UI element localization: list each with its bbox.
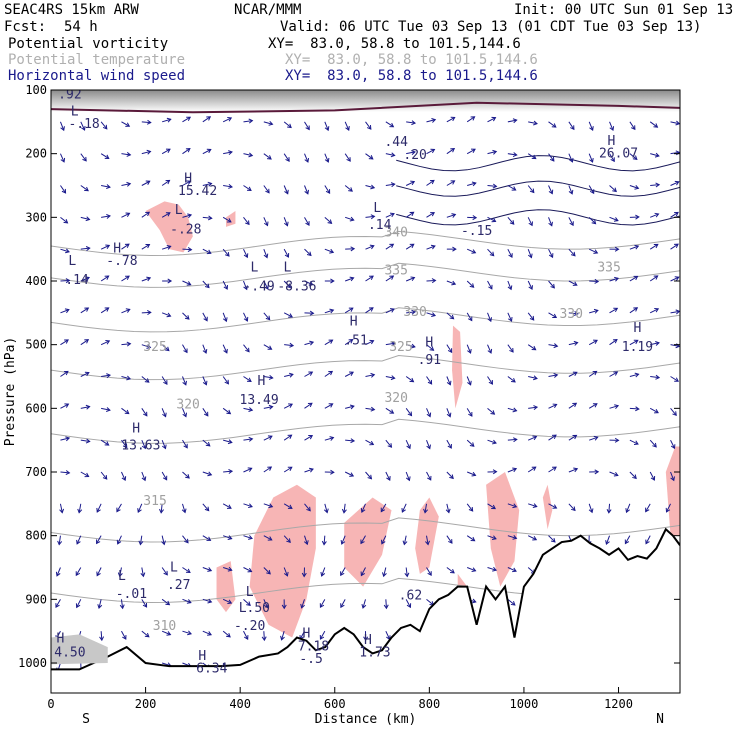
x-tick-label: 600 (324, 697, 346, 711)
pv-shaded-region (226, 211, 235, 227)
y-tick-label: 500 (25, 338, 47, 352)
pv-extremum-label: L (68, 254, 76, 269)
pv-extremum-label: L (175, 203, 183, 218)
theta-contour (51, 263, 680, 287)
y-tick-label: 100 (25, 83, 47, 97)
theta-label: 325 (389, 340, 412, 355)
pv-extremum-label: -.28 (170, 222, 201, 237)
x-tick-label: 800 (419, 697, 441, 711)
y-axis-label: Pressure (hPa) (3, 337, 18, 447)
y-tick-label: 600 (25, 401, 47, 415)
pv-extremum-label: L (246, 585, 254, 600)
theta-label: 315 (143, 494, 166, 509)
y-tick-label: 700 (25, 465, 47, 479)
pv-extremum-label: -8.36 (277, 280, 316, 295)
theta-contour (51, 308, 680, 332)
x-tick-label: 0 (47, 697, 54, 711)
pv-extremum-label: .91 (418, 353, 441, 368)
theta-label: 320 (176, 397, 199, 412)
pv-shaded-region (452, 326, 462, 409)
pv-extremum-label: .27 (167, 578, 190, 593)
pv-extremum-label: 15.42 (178, 184, 217, 199)
x-axis-label: Distance (km) (315, 712, 417, 727)
pv-extremum-label: 13.49 (240, 393, 279, 408)
y-tick-label: 400 (25, 274, 47, 288)
y-tick-label: 300 (25, 210, 47, 224)
x-tick-label: 1200 (604, 697, 633, 711)
pv-extremum-label: -.78 (106, 254, 137, 269)
pv-extremum-label: 4.50 (54, 646, 85, 661)
x-tick-label: 400 (229, 697, 251, 711)
pv-extremum-label: -.01 (116, 587, 147, 602)
pv-extremum-label: H (634, 321, 642, 336)
pv-extremum-label: H (258, 374, 266, 389)
y-tick-label: 900 (25, 592, 47, 606)
theta-label: 330 (559, 307, 582, 322)
pv-extremum-label: .51 (344, 334, 367, 349)
pv-extremum-label: L (373, 201, 381, 216)
x-tick-label: 1000 (509, 697, 538, 711)
pv-extremum-label: H (57, 632, 65, 647)
y-tick-label: 200 (25, 147, 47, 161)
pv-extremum-label: H (350, 315, 358, 330)
pv-extremum-label: -.49 (243, 280, 274, 295)
theta-label: 325 (143, 340, 166, 355)
pv-extremum-label: L.50 (239, 601, 270, 616)
theta-label: 335 (384, 264, 407, 279)
pv-extremum-label: .14 (368, 218, 392, 233)
pv-extremum-label: H (425, 336, 433, 351)
theta-label: 310 (153, 619, 176, 634)
pv-extremum-label: -.18 (68, 117, 99, 132)
pv-extremum-label: -.15 (461, 224, 492, 239)
pv-extremum-label: 6.34 (196, 662, 227, 677)
pv-extremum-label: L (284, 260, 292, 275)
pv-extremum-label: .14 (65, 273, 89, 288)
pv-extremum-label: -.5 (299, 652, 322, 667)
pv-extremum-label: 1.19 (622, 340, 653, 355)
pv-extremum-label: -.20 (234, 619, 265, 634)
pv-extremum-label: L (170, 560, 178, 575)
cross-section-chart: 340335 335330 330325 325320 320315310L-.18H1… (0, 0, 740, 740)
pv-shaded-region (666, 447, 680, 536)
pv-extremum-label: .20 (403, 148, 426, 163)
south-label: S (82, 712, 90, 727)
pv-extremum-label: L (118, 569, 126, 584)
theta-label: 330 (403, 305, 426, 320)
pv-extremum-label: .62 (399, 588, 422, 603)
pv-extremum-label: 1.73 (359, 646, 390, 661)
theta-label: 320 (384, 391, 407, 406)
x-tick-label: 200 (135, 697, 157, 711)
pv-extremum-label: H (132, 422, 140, 437)
pv-extremum-label: 26.07 (599, 146, 638, 161)
pv-shaded-region (543, 485, 552, 530)
y-tick-label: 800 (25, 529, 47, 543)
pv-extremum-label: 13.63 (121, 439, 160, 454)
north-label: N (656, 712, 664, 727)
theta-label: 335 (597, 260, 620, 275)
pv-extremum-label: L (250, 260, 258, 275)
theta-contour (51, 231, 680, 255)
y-tick-label: 1000 (18, 656, 47, 670)
